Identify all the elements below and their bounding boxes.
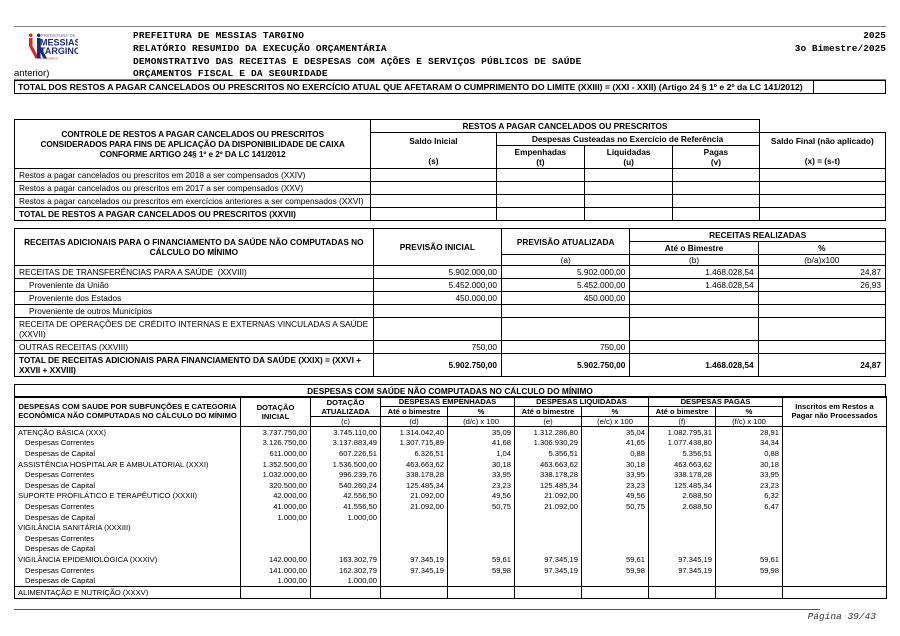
svg-text:TARGINO: TARGINO [40, 46, 78, 56]
